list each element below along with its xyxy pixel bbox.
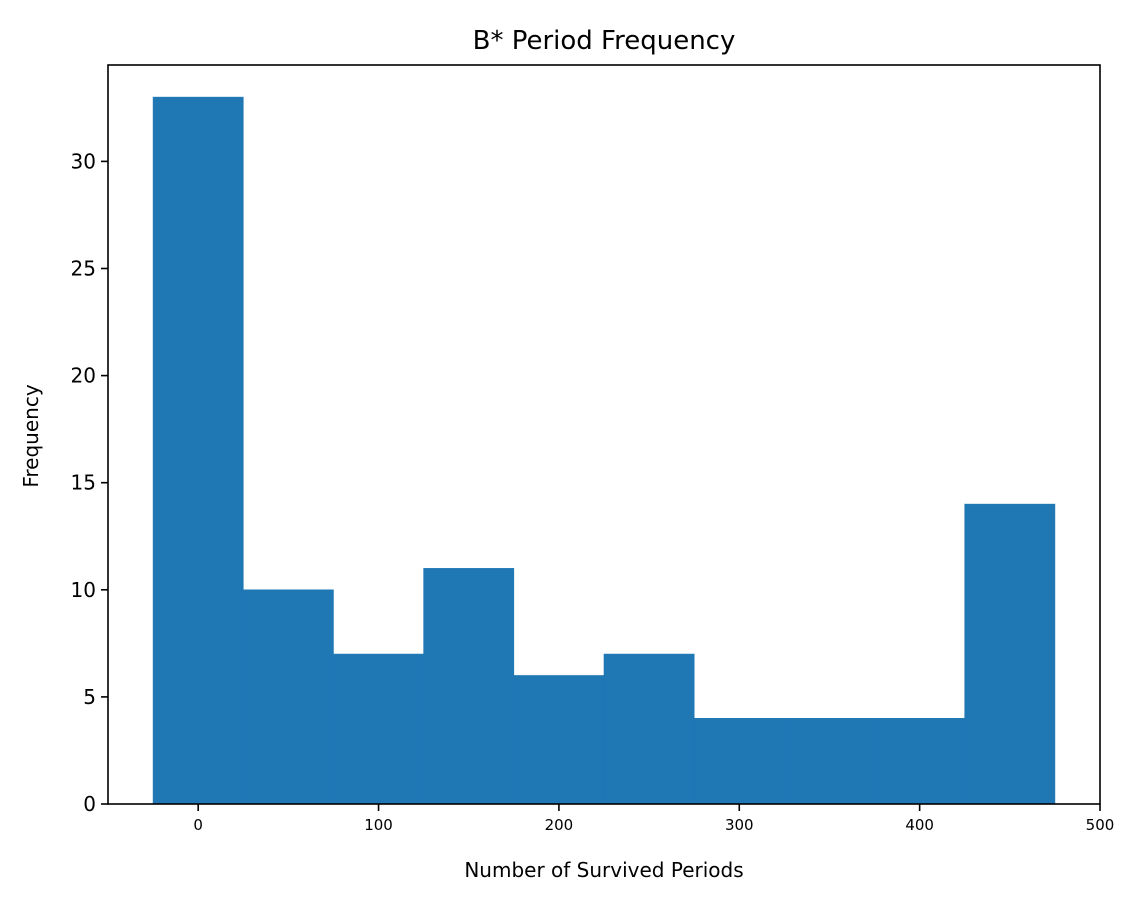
y-tick-label: 15 [71,471,96,495]
histogram-bar [513,675,605,805]
y-tick-label: 20 [71,364,96,388]
x-tick-label: 0 [193,816,203,834]
y-axis-label: Frequency [19,384,43,487]
histogram-bar [693,718,785,805]
histogram-bar [964,503,1056,805]
y-tick-label: 5 [83,685,96,709]
histogram-bar [333,653,424,805]
y-tick-label: 30 [71,149,96,173]
histogram-bar [603,653,695,805]
histogram-bar [423,568,515,805]
x-tick-label: 400 [905,816,934,834]
histogram-bar [242,589,334,805]
y-tick-label: 25 [71,256,96,280]
histogram-bar [152,96,244,805]
plot-frame [107,64,1101,805]
chart-title: B* Period Frequency [473,26,736,56]
ticks-layer: 0 100 200 300 400 500 0 5 10 15 20 25 30 [71,149,1115,834]
histogram-bar [874,718,966,805]
y-tick-label: 10 [71,578,96,602]
bars-layer [152,96,1056,805]
y-tick-label: 0 [83,792,96,816]
x-tick-label: 300 [725,816,754,834]
x-tick-label: 100 [364,816,393,834]
x-tick-label: 200 [545,816,574,834]
x-tick-label: 500 [1086,816,1115,834]
x-axis-label: Number of Survived Periods [464,858,743,882]
histogram-bar [784,718,875,805]
